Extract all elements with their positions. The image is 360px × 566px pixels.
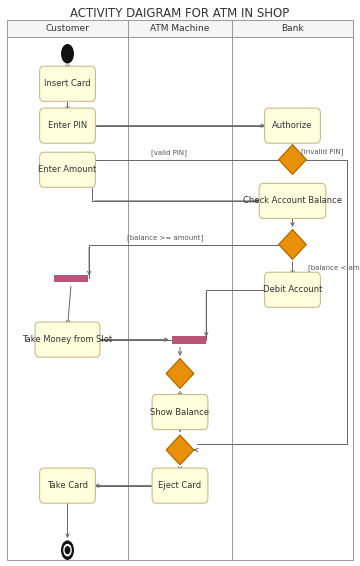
Polygon shape — [279, 145, 306, 174]
FancyBboxPatch shape — [35, 322, 100, 357]
Text: Check Account Balance: Check Account Balance — [243, 196, 342, 205]
Text: Take Money from Slot: Take Money from Slot — [22, 335, 113, 344]
Text: Enter Amount: Enter Amount — [39, 165, 96, 174]
FancyBboxPatch shape — [40, 66, 95, 101]
FancyBboxPatch shape — [152, 468, 208, 503]
FancyBboxPatch shape — [40, 468, 95, 503]
Text: Customer: Customer — [46, 24, 89, 33]
Text: Enter PIN: Enter PIN — [48, 121, 87, 130]
Text: Insert Card: Insert Card — [44, 79, 91, 88]
Circle shape — [62, 45, 73, 63]
Circle shape — [64, 544, 71, 556]
Text: [balance >= amount]: [balance >= amount] — [127, 234, 204, 241]
FancyBboxPatch shape — [152, 395, 208, 430]
Bar — [7, 20, 353, 37]
FancyBboxPatch shape — [259, 183, 326, 218]
Text: Eject Card: Eject Card — [158, 481, 202, 490]
FancyBboxPatch shape — [40, 152, 95, 187]
Text: [invalid PIN]: [invalid PIN] — [301, 148, 344, 155]
Text: Take Card: Take Card — [47, 481, 88, 490]
Text: Show Balance: Show Balance — [150, 408, 210, 417]
Polygon shape — [279, 230, 306, 259]
Bar — [172, 336, 206, 344]
FancyBboxPatch shape — [40, 108, 95, 143]
Text: [valid PIN]: [valid PIN] — [151, 149, 187, 156]
Text: Authorize: Authorize — [272, 121, 313, 130]
Text: Debit Account: Debit Account — [263, 285, 322, 294]
Polygon shape — [166, 435, 194, 465]
FancyBboxPatch shape — [265, 108, 320, 143]
Text: [balance < amount]: [balance < amount] — [308, 264, 360, 271]
Circle shape — [62, 541, 73, 559]
Text: ACTIVITY DAIGRAM FOR ATM IN SHOP: ACTIVITY DAIGRAM FOR ATM IN SHOP — [70, 7, 290, 20]
FancyBboxPatch shape — [265, 272, 320, 307]
Bar — [54, 275, 88, 282]
Polygon shape — [166, 359, 194, 388]
Circle shape — [65, 547, 70, 554]
Text: ATM Machine: ATM Machine — [150, 24, 210, 33]
Text: Bank: Bank — [281, 24, 304, 33]
